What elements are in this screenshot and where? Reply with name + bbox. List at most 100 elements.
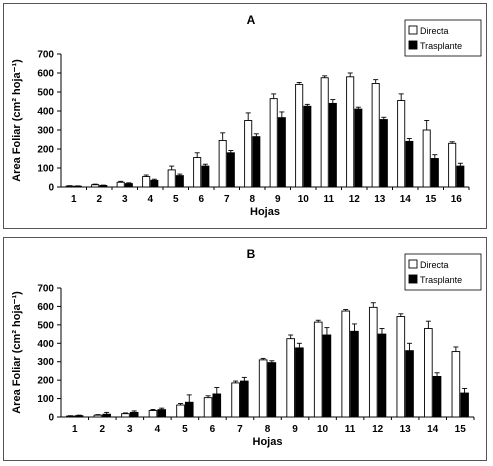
bar-directa xyxy=(142,176,151,188)
bar-directa xyxy=(121,413,130,418)
y-tick-label: 300 xyxy=(37,357,54,368)
bar-trasplante xyxy=(277,117,286,188)
bar-trasplante xyxy=(129,411,139,418)
y-tick-label: 100 xyxy=(37,394,54,405)
x-tick-label: 8 xyxy=(265,424,271,435)
bar-trasplante xyxy=(456,165,465,188)
x-tick-label: 6 xyxy=(210,424,216,435)
bar-directa xyxy=(396,316,406,418)
y-tick-label: 100 xyxy=(37,164,54,175)
x-tick-label: 4 xyxy=(155,424,161,435)
bar-directa xyxy=(451,351,461,418)
x-tick-label: 7 xyxy=(224,194,230,205)
bar-directa xyxy=(148,410,158,418)
x-tick-label: 3 xyxy=(122,194,128,205)
x-tick-label: 13 xyxy=(400,424,412,435)
x-tick-label: 14 xyxy=(400,194,412,205)
bar-trasplante xyxy=(150,179,159,188)
bar-trasplante xyxy=(379,119,388,188)
x-tick-label: 11 xyxy=(345,424,356,435)
x-axis-label: Hojas xyxy=(250,206,280,218)
y-tick-label: 500 xyxy=(37,320,54,331)
y-tick-label: 600 xyxy=(37,69,54,80)
x-tick-label: 16 xyxy=(451,194,463,205)
legend-label-directa: Directa xyxy=(420,26,449,36)
legend-box xyxy=(404,19,482,57)
legend-label-trasplante: Trasplante xyxy=(420,275,462,285)
bar-directa xyxy=(258,359,268,418)
chart-panel-b: B 0 100 200 300 400 500 600 700 1 2 3 4 5 6 7 8 9 10 11 12 13… xyxy=(3,237,487,461)
y-tick-label: 600 xyxy=(37,302,54,313)
legend-swatch-trasplante xyxy=(408,40,418,50)
x-tick-label: 15 xyxy=(455,424,467,435)
bar-trasplante xyxy=(303,105,312,188)
bar-directa xyxy=(341,310,351,418)
bar-trasplante xyxy=(184,401,194,418)
bar-trasplante xyxy=(405,350,414,418)
bar-directa xyxy=(448,142,457,188)
x-tick-label: 2 xyxy=(96,194,102,205)
y-axis-label: Area Foliar (cm² hoja⁻¹) xyxy=(11,59,23,182)
x-tick-label: 15 xyxy=(425,194,437,205)
chart-title: A xyxy=(247,13,256,27)
x-tick-label: 5 xyxy=(182,424,188,435)
x-tick-label: 10 xyxy=(298,194,310,205)
bar-trasplante xyxy=(432,376,442,418)
bar-trasplante xyxy=(377,333,387,418)
x-tick-label: 9 xyxy=(292,424,298,435)
bar-directa xyxy=(269,98,278,188)
bar-directa xyxy=(193,157,202,188)
y-tick-label: 200 xyxy=(37,376,54,387)
bar-trasplante xyxy=(157,409,167,418)
legend-swatch-trasplante xyxy=(408,274,418,284)
x-tick-label: 11 xyxy=(323,194,334,205)
bar-trasplante xyxy=(73,185,82,188)
bar-directa xyxy=(371,82,380,188)
bar-trasplante xyxy=(102,413,111,418)
y-tick-label: 500 xyxy=(37,88,54,99)
bar-directa xyxy=(218,139,227,188)
legend-swatch-directa xyxy=(408,259,418,269)
bar-directa xyxy=(313,321,323,418)
bar-trasplante xyxy=(240,380,249,418)
bar-directa xyxy=(424,328,433,418)
bar-directa xyxy=(320,77,329,188)
bar-directa xyxy=(295,83,304,188)
y-tick-label: 0 xyxy=(48,413,54,424)
legend-swatch-directa xyxy=(408,25,418,35)
bar-directa xyxy=(346,76,355,188)
bar-trasplante xyxy=(74,415,84,418)
x-tick-label: 1 xyxy=(72,424,78,435)
bar-directa xyxy=(422,129,431,188)
bar-trasplante xyxy=(252,136,261,188)
chart-panel-a: A 0 100 200 300 400 500 600 700 1 2 3 4 5 6 7 8 9 10 11 12 13… xyxy=(3,3,487,229)
x-tick-label: 12 xyxy=(372,424,384,435)
legend-box xyxy=(404,253,482,291)
bar-trasplante xyxy=(212,393,222,418)
bar-directa xyxy=(167,169,176,188)
bar-directa xyxy=(286,338,295,418)
bar-trasplante xyxy=(405,140,414,188)
x-tick-label: 7 xyxy=(237,424,243,435)
x-tick-label: 13 xyxy=(374,194,386,205)
bar-trasplante xyxy=(267,362,277,418)
y-tick-label: 700 xyxy=(37,284,54,295)
bar-directa xyxy=(93,414,103,418)
bar-directa xyxy=(65,185,74,188)
x-tick-label: 2 xyxy=(100,424,106,435)
x-tick-label: 10 xyxy=(317,424,329,435)
y-tick-label: 400 xyxy=(37,107,54,118)
bar-trasplante xyxy=(350,330,359,418)
bar-trasplante xyxy=(201,165,210,188)
bar-trasplante xyxy=(226,152,235,188)
bar-directa xyxy=(91,184,100,188)
x-tick-label: 8 xyxy=(249,194,255,205)
bar-trasplante xyxy=(295,347,304,418)
bar-trasplante xyxy=(99,185,108,188)
bar-directa xyxy=(176,404,185,418)
x-tick-label: 4 xyxy=(147,194,153,205)
x-tick-label: 5 xyxy=(173,194,179,205)
y-tick-label: 0 xyxy=(48,183,54,194)
y-tick-label: 700 xyxy=(37,50,54,61)
